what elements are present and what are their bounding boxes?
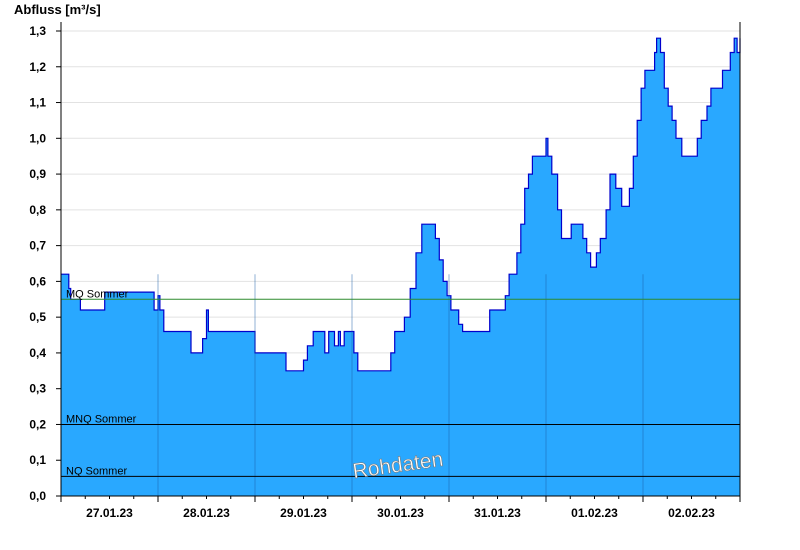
- y-tick-label: 0,6: [29, 274, 46, 288]
- y-tick-label: 0,4: [29, 346, 46, 360]
- y-tick-label: 0,0: [29, 489, 46, 503]
- y-tick-labels: 0,0 0,1 0,2 0,3 0,4 0,5 0,6 0,7 0,8 0,9 1,0 1,1 1,2 1…: [29, 24, 61, 503]
- y-tick-label: 0,5: [29, 310, 46, 324]
- x-tick-label: 28.01.23: [183, 506, 230, 520]
- x-tick-label: 01.02.23: [571, 506, 618, 520]
- reference-label: MQ Sommer: [66, 288, 129, 300]
- x-tick-label: 31.01.23: [474, 506, 521, 520]
- x-tick-label: 29.01.23: [280, 506, 327, 520]
- series-area: [61, 37, 741, 496]
- y-tick-label: 1,3: [29, 24, 46, 38]
- y-axis-label: Abfluss [m³/s]: [14, 2, 101, 17]
- series-fill: [61, 38, 740, 496]
- x-tick-label: 30.01.23: [377, 506, 424, 520]
- reference-label: MNQ Sommer: [66, 413, 137, 425]
- y-tick-label: 0,2: [29, 417, 46, 431]
- x-tick-label: 02.02.23: [668, 506, 715, 520]
- x-tick-label: 27.01.23: [86, 506, 133, 520]
- y-tick-label: 0,8: [29, 203, 46, 217]
- y-tick-label: 1,2: [29, 60, 46, 74]
- series-line: [61, 37, 741, 372]
- y-tick-label: 1,0: [29, 131, 46, 145]
- y-tick-label: 0,1: [29, 453, 46, 467]
- reference-label: NQ Sommer: [66, 465, 127, 477]
- y-tick-label: 0,7: [29, 239, 46, 253]
- day-separator-lines: [157, 274, 644, 496]
- y-tick-label: 0,3: [29, 382, 46, 396]
- x-tick-labels: 27.01.23 28.01.23 29.01.23 30.01.23 31.01.23…: [60, 496, 741, 520]
- reference-lines: MQ Sommer MNQ Sommer NQ Sommer: [61, 288, 740, 477]
- y-tick-label: 1,1: [29, 96, 46, 110]
- y-tick-label: 0,9: [29, 167, 46, 181]
